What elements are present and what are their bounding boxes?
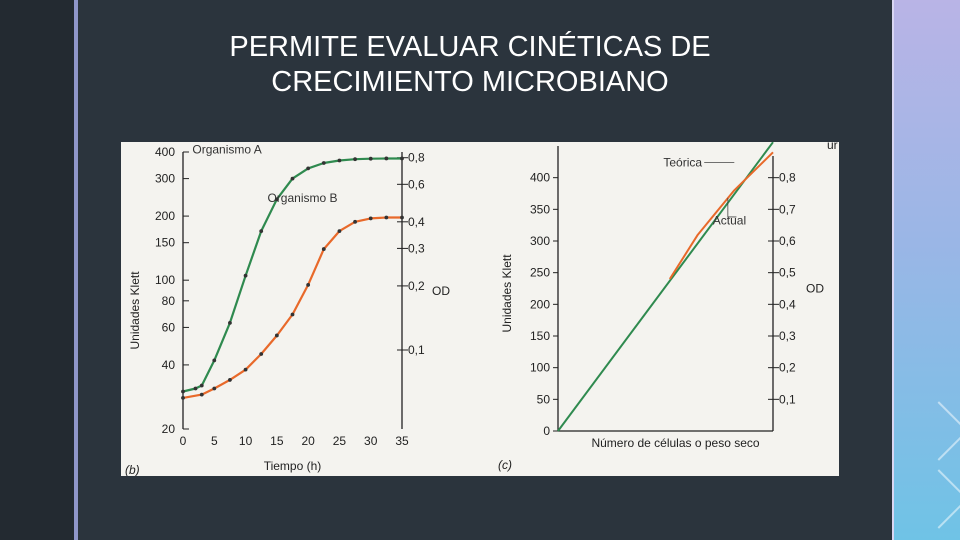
b-series-point: [181, 389, 185, 394]
b-od-tick-label: 0,4: [408, 215, 425, 229]
b-x-tick-label: 35: [395, 434, 409, 448]
c-y-tick-label: 0: [543, 424, 550, 438]
b-series-point: [199, 383, 204, 388]
b-series-point: [384, 215, 389, 220]
c-y-tick-label: 350: [530, 202, 550, 216]
left-band: [0, 0, 78, 540]
b-od-tick-label: 0,3: [408, 241, 425, 255]
c-y-axis-label: Unidades Klett: [500, 254, 514, 333]
b-series-point: [400, 215, 404, 220]
right-band: [894, 0, 960, 540]
b-od-tick-label: 0,8: [408, 151, 425, 165]
c-od-tick-label: 0,4: [779, 297, 796, 311]
c-y-tick-label: 200: [530, 297, 550, 311]
c-od-tick-label: 0,3: [779, 329, 796, 343]
b-x-tick-label: 15: [270, 434, 284, 448]
c-series-line-1: [668, 151, 774, 280]
b-series-point: [259, 229, 264, 234]
b-series-point: [337, 229, 342, 234]
b-series-point: [274, 333, 279, 338]
b-series-point: [353, 219, 357, 224]
c-od-tick-label: 0,8: [779, 171, 796, 185]
b-series-point: [290, 176, 295, 181]
c-od-axis-label: OD: [806, 282, 824, 296]
b-series-point: [243, 367, 248, 372]
b-x-tick-label: 20: [301, 434, 315, 448]
b-y-tick-label: 200: [155, 209, 175, 223]
c-od-tick-label: 0,2: [779, 361, 796, 375]
b-series-label-b: Organismo B: [267, 191, 337, 205]
figure: 20 40 60 80 100 150 200 300 400 0 5 10 15 20 25 30 35 0,1…: [121, 142, 839, 476]
right-accent-line: [892, 0, 895, 540]
b-series-point: [368, 156, 373, 161]
b-x-tick-label: 5: [211, 434, 218, 448]
b-series-point: [193, 386, 198, 391]
b-series-point: [228, 378, 232, 382]
title-line-2: CRECIMIENTO MICROBIANO: [271, 66, 669, 98]
c-od-tick-label: 0,6: [779, 234, 796, 248]
c-series-label-actual: Actual: [713, 214, 746, 228]
c-y-tick-label: 100: [530, 361, 550, 375]
c-od-tick-label: 0,7: [779, 202, 796, 216]
b-series-point: [306, 166, 311, 171]
b-series-point: [384, 156, 389, 161]
c-od-tick-label: 0,5: [779, 266, 796, 280]
c-y-tick-label: 400: [530, 171, 550, 185]
b-series-point: [337, 158, 342, 163]
c-y-tick-label: 250: [530, 266, 550, 280]
b-y-tick-label: 80: [162, 294, 176, 308]
b-panel-label: (b): [125, 463, 140, 476]
b-series-point: [199, 392, 204, 397]
c-y-tick-label: 150: [530, 329, 550, 343]
slide-title: PERMITE EVALUAR CINÉTICAS DE CRECIMIENTO…: [150, 30, 790, 100]
left-accent-line: [74, 0, 78, 540]
b-od-axis-label: OD: [432, 284, 450, 298]
c-x-axis-label: Número de células o peso seco: [591, 436, 759, 450]
c-corner-text: ur: [827, 142, 838, 152]
c-od-tick-label: 0,1: [779, 392, 796, 406]
b-od-tick-label: 0,2: [408, 279, 425, 293]
c-panel-label: (c): [498, 458, 512, 472]
b-series-label-a: Organismo A: [192, 143, 261, 157]
b-series-point: [290, 312, 295, 317]
b-y-tick-label: 20: [162, 422, 176, 436]
b-series-line-1: [182, 216, 402, 399]
b-x-tick-label: 10: [239, 434, 253, 448]
b-series-point: [321, 161, 326, 165]
b-series-point: [400, 156, 404, 161]
b-series-point: [212, 386, 217, 391]
b-series-point: [353, 157, 357, 162]
b-series-point: [274, 197, 279, 202]
chart-figure: 20 40 60 80 100 150 200 300 400 0 5 10 15 20 25 30 35 0,1…: [125, 142, 838, 476]
b-series-point: [243, 273, 248, 278]
c-series-line-0: [557, 142, 774, 432]
b-y-axis-label: Unidades Klett: [128, 271, 142, 350]
b-y-tick-label: 40: [162, 358, 176, 372]
b-series-point: [259, 352, 264, 356]
c-y-tick-label: 50: [537, 392, 551, 406]
b-x-tick-label: 30: [364, 434, 378, 448]
b-series-point: [321, 247, 326, 251]
b-series-point: [228, 321, 232, 325]
b-y-tick-label: 400: [155, 145, 175, 159]
title-line-1: PERMITE EVALUAR CINÉTICAS DE: [229, 31, 711, 63]
c-leader-actual: [727, 197, 737, 218]
b-y-tick-label: 60: [162, 320, 176, 334]
b-series-point: [212, 358, 217, 363]
b-x-tick-label: 0: [180, 434, 187, 448]
b-series-point: [181, 395, 185, 400]
b-y-tick-label: 300: [155, 172, 175, 186]
b-od-tick-label: 0,6: [408, 177, 425, 191]
b-series-line-0: [182, 157, 402, 393]
b-x-axis-label: Tiempo (h): [264, 459, 322, 473]
c-y-tick-label: 300: [530, 234, 550, 248]
c-series-label-teorica: Teórica: [663, 155, 702, 169]
b-series-point: [368, 216, 373, 221]
b-y-tick-label: 150: [155, 236, 175, 250]
b-x-tick-label: 25: [333, 434, 347, 448]
b-y-tick-label: 100: [155, 273, 175, 287]
b-od-tick-label: 0,1: [408, 343, 425, 357]
b-series-point: [306, 283, 311, 287]
